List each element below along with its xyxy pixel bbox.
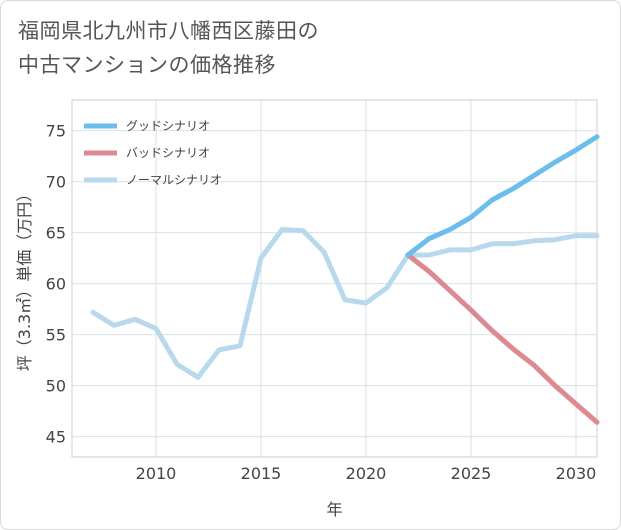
legend-label-1: グッドシナリオ xyxy=(126,119,210,133)
x-tick-label-2015: 2015 xyxy=(241,464,282,483)
x-axis-title: 年 xyxy=(326,500,342,519)
y-tick-label-50: 50 xyxy=(46,377,66,396)
x-tick-label-2020: 2020 xyxy=(346,464,387,483)
chart-title: 福岡県北九州市八幡西区藤田の 中古マンションの価格推移 xyxy=(18,14,578,82)
plot-frame xyxy=(71,99,598,458)
legend-label-2: バッドシナリオ xyxy=(126,146,210,160)
chart-title-line-1: 福岡県北九州市八幡西区藤田の xyxy=(18,19,319,43)
y-tick-label-60: 60 xyxy=(46,275,66,294)
x-tick-label-2025: 2025 xyxy=(451,464,492,483)
y-tick-label-55: 55 xyxy=(46,326,66,345)
y-axis-title: 坪（3.3㎡）単価（万円） xyxy=(15,186,34,371)
y-tick-label-65: 65 xyxy=(46,224,66,243)
x-tick-label-2030: 2030 xyxy=(556,464,597,483)
series-line-1 xyxy=(405,134,600,258)
y-tick-label-70: 70 xyxy=(46,173,66,192)
chart-title-line-2: 中古マンションの価格推移 xyxy=(18,53,276,77)
x-tick-label-2010: 2010 xyxy=(136,464,177,483)
series-line-2 xyxy=(405,252,600,425)
legend-label-3: ノーマルシナリオ xyxy=(126,173,222,187)
y-tick-label-75: 75 xyxy=(46,122,66,141)
series-line-3 xyxy=(90,227,600,380)
y-tick-label-45: 45 xyxy=(46,428,66,447)
